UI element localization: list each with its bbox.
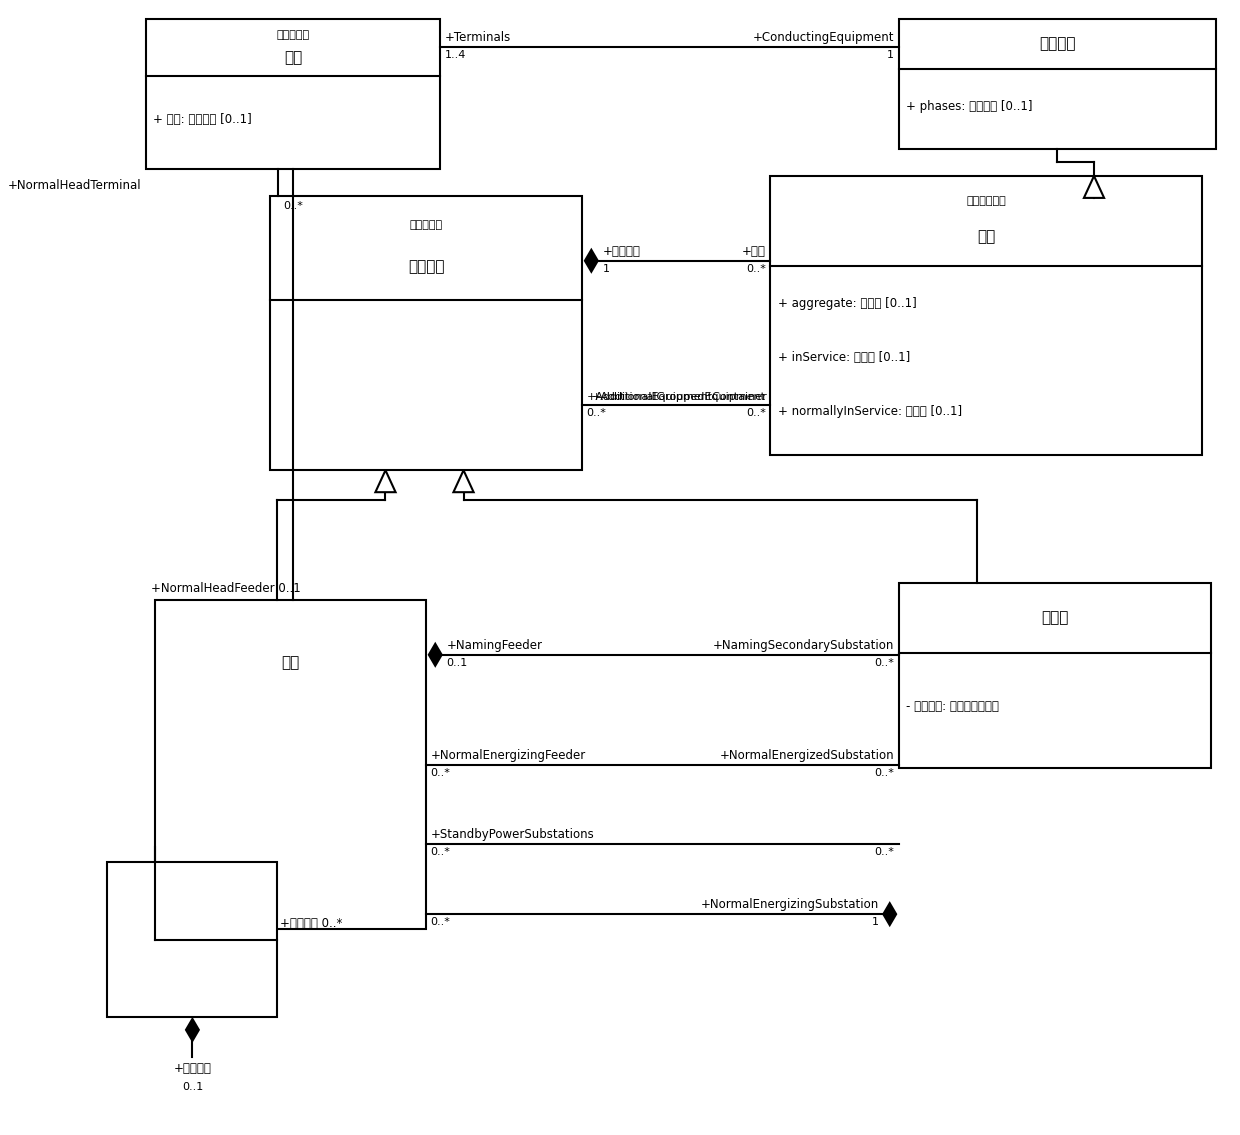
Bar	[899, 583, 1211, 767]
Polygon shape	[376, 470, 396, 493]
Text: 0..1: 0..1	[182, 1082, 203, 1092]
Bar	[270, 196, 582, 470]
Text: 设备容器: 设备容器	[408, 259, 444, 275]
Text: 交互或端子: 交互或端子	[277, 31, 310, 40]
Text: 0..*: 0..*	[430, 917, 450, 927]
Polygon shape	[429, 644, 441, 666]
Polygon shape	[883, 903, 897, 925]
Text: + phases: 相位代码 [0..1]: + phases: 相位代码 [0..1]	[906, 100, 1033, 112]
Text: +NormalEnergizedSubstation: +NormalEnergizedSubstation	[719, 748, 894, 762]
Text: 馈线: 馈线	[281, 655, 300, 670]
Text: +StandbyPowerSubstations: +StandbyPowerSubstations	[430, 829, 594, 841]
Text: 0..*: 0..*	[587, 409, 606, 419]
Text: 0..*: 0..*	[283, 201, 303, 211]
Text: 1..4: 1..4	[444, 50, 466, 60]
Text: + 相位: 相位代码 [0..1]: + 相位: 相位代码 [0..1]	[154, 114, 252, 126]
Bar	[108, 863, 278, 1017]
Text: +设备: +设备	[742, 245, 766, 258]
Text: + normallyInService: 布尔型 [0..1]: + normallyInService: 布尔型 [0..1]	[777, 405, 962, 419]
Bar	[146, 19, 440, 169]
Text: +NormalEnergizingFeeder: +NormalEnergizingFeeder	[430, 748, 587, 762]
Text: 导电设备: 导电设备	[1039, 36, 1075, 51]
Text: 变电站: 变电站	[1042, 611, 1069, 625]
Text: 0..1: 0..1	[446, 658, 467, 667]
Text: +分支馈线 0..*: +分支馈线 0..*	[280, 917, 342, 930]
Text: +NormalHeadFeeder 0..1: +NormalHeadFeeder 0..1	[150, 582, 300, 595]
Bar	[155, 600, 427, 930]
Text: 0..*: 0..*	[746, 263, 766, 274]
Text: 0..*: 0..*	[874, 658, 894, 667]
Text: +NamingFeeder: +NamingFeeder	[446, 639, 542, 651]
Text: 1: 1	[872, 917, 879, 927]
Text: +NormalEnergizingSubstation: +NormalEnergizingSubstation	[701, 898, 879, 911]
Text: 0..*: 0..*	[746, 409, 766, 419]
Text: 1: 1	[888, 50, 894, 60]
Text: +Terminals: +Terminals	[444, 32, 511, 44]
Text: 1: 1	[603, 263, 609, 274]
Text: - 电站类型: 变电站类型枚举: - 电站类型: 变电站类型枚举	[906, 700, 999, 713]
Text: 0..*: 0..*	[874, 767, 894, 777]
Text: + inService: 布尔型 [0..1]: + inService: 布尔型 [0..1]	[777, 352, 910, 364]
Text: 0..*: 0..*	[874, 848, 894, 857]
Text: + aggregate: 布尔型 [0..1]: + aggregate: 布尔型 [0..1]	[777, 297, 916, 310]
Text: +设备容器: +设备容器	[603, 245, 640, 258]
Text: 电力系统资源: 电力系统资源	[966, 196, 1006, 207]
Text: +NormalHeadTerminal: +NormalHeadTerminal	[7, 179, 141, 192]
Bar	[770, 176, 1202, 455]
Text: +NamingSecondarySubstation: +NamingSecondarySubstation	[713, 639, 894, 651]
Text: 0..*: 0..*	[430, 767, 450, 777]
Text: 端子: 端子	[284, 51, 303, 66]
Polygon shape	[1084, 176, 1104, 197]
Polygon shape	[454, 470, 474, 493]
Polygon shape	[585, 250, 598, 271]
Bar	[899, 19, 1215, 149]
Text: +AdditionalEquipmentContainer: +AdditionalEquipmentContainer	[587, 393, 768, 403]
Text: 连接点事件: 连接点事件	[409, 220, 443, 230]
Text: 0..*: 0..*	[430, 848, 450, 857]
Text: +AdditionalGroupedEquipment: +AdditionalGroupedEquipment	[591, 393, 766, 403]
Text: 设备: 设备	[977, 229, 996, 244]
Polygon shape	[186, 1019, 198, 1041]
Text: +主干馈线: +主干馈线	[174, 1061, 211, 1075]
Text: +ConductingEquipment: +ConductingEquipment	[753, 32, 894, 44]
